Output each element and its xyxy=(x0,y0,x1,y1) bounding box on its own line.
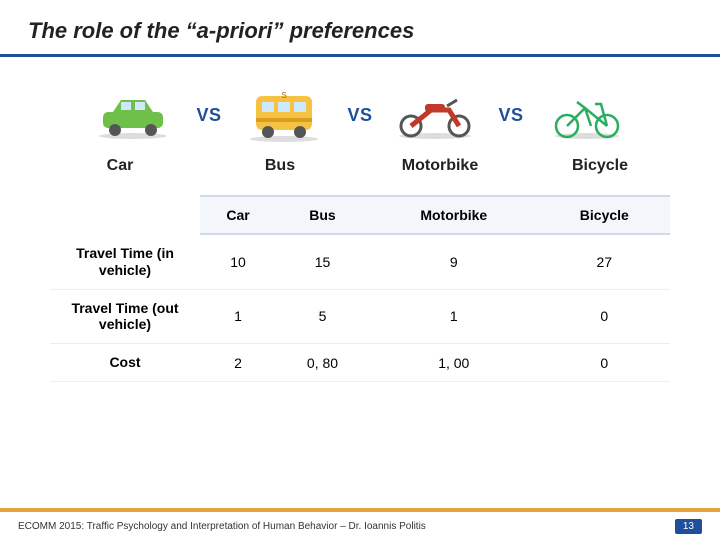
cell: 0, 80 xyxy=(276,344,369,382)
row-label: Cost xyxy=(50,344,200,382)
svg-text:S: S xyxy=(282,91,287,100)
row-label: Travel Time (in vehicle) xyxy=(50,235,200,290)
vehicle-name-bus: Bus xyxy=(210,157,350,175)
page-number: 13 xyxy=(675,519,702,534)
vehicle-name-car: Car xyxy=(50,157,190,175)
vehicles-row: VS S VS VS xyxy=(0,75,720,151)
vs-label-2: VS xyxy=(347,105,372,126)
cell: 9 xyxy=(369,235,539,290)
col-motorbike: Motorbike xyxy=(369,195,539,235)
cell: 1 xyxy=(200,290,276,345)
col-car: Car xyxy=(200,195,276,235)
car-icon xyxy=(88,85,178,145)
table-row: Travel Time (out vehicle) 1 5 1 0 xyxy=(50,290,670,345)
row-label: Travel Time (out vehicle) xyxy=(50,290,200,345)
col-bicycle: Bicycle xyxy=(539,195,670,235)
vs-label-3: VS xyxy=(499,105,524,126)
cell: 27 xyxy=(539,235,670,290)
table-row: Cost 2 0, 80 1, 00 0 xyxy=(50,344,670,382)
cell: 1, 00 xyxy=(369,344,539,382)
table-corner-blank xyxy=(50,195,200,235)
vehicle-names-row: Car Bus Motorbike Bicycle xyxy=(0,151,720,195)
bicycle-icon xyxy=(542,85,632,145)
slide-footer: ECOMM 2015: Traffic Psychology and Inter… xyxy=(0,508,720,540)
bus-icon: S xyxy=(239,85,329,145)
motorbike-icon xyxy=(391,85,481,145)
cell: 0 xyxy=(539,344,670,382)
vehicle-name-motorbike: Motorbike xyxy=(370,157,510,175)
cell: 15 xyxy=(276,235,369,290)
table-header-row: Car Bus Motorbike Bicycle xyxy=(50,195,670,235)
col-bus: Bus xyxy=(276,195,369,235)
cell: 0 xyxy=(539,290,670,345)
vehicle-name-bicycle: Bicycle xyxy=(530,157,670,175)
cell: 1 xyxy=(369,290,539,345)
footer-text: ECOMM 2015: Traffic Psychology and Inter… xyxy=(18,521,426,532)
slide-title: The role of the “a-priori” preferences xyxy=(0,0,720,54)
table-row: Travel Time (in vehicle) 10 15 9 27 xyxy=(50,235,670,290)
comparison-table: Car Bus Motorbike Bicycle Travel Time (i… xyxy=(50,195,670,382)
cell: 2 xyxy=(200,344,276,382)
cell: 5 xyxy=(276,290,369,345)
title-underline xyxy=(0,54,720,57)
vs-label-1: VS xyxy=(196,105,221,126)
cell: 10 xyxy=(200,235,276,290)
